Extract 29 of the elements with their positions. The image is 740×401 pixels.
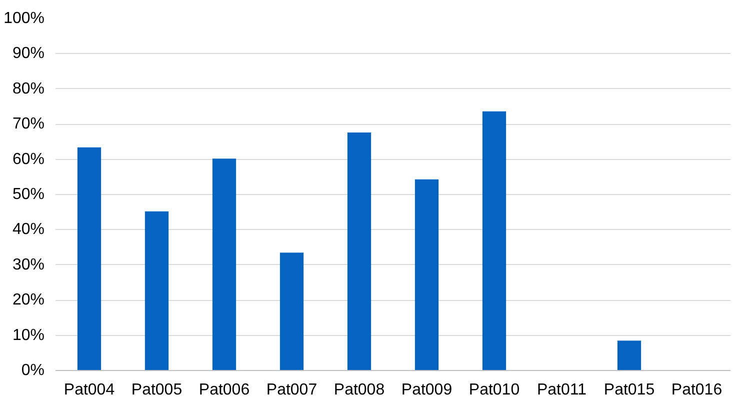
y-tick-label: 0%: [21, 362, 44, 379]
bar: [414, 179, 439, 370]
y-tick-label: 90%: [12, 45, 45, 62]
bar: [77, 147, 102, 370]
x-tick-label: Pat005: [131, 382, 182, 398]
y-tick-label: 10%: [12, 326, 45, 344]
y-tick-label: 70%: [12, 116, 45, 133]
x-tick-label: Pat016: [671, 382, 722, 398]
y-tick-label: 60%: [12, 150, 45, 168]
x-tick-label: Pat007: [266, 382, 318, 398]
x-tick-label: Pat004: [64, 382, 115, 398]
y-tick-label: 30%: [12, 256, 45, 274]
x-tick-label: Pat009: [401, 382, 452, 398]
x-tick-label: Pat008: [334, 382, 385, 398]
y-tick-label: 80%: [12, 80, 45, 98]
bar: [144, 211, 169, 370]
y-tick-label: 100%: [4, 10, 44, 27]
bar: [347, 132, 372, 370]
x-tick-label: Pat015: [604, 382, 655, 398]
bar: [212, 158, 236, 370]
bar: [617, 340, 642, 370]
x-tick-label: Pat011: [536, 382, 587, 398]
x-tick-label: Pat010: [468, 382, 520, 398]
bar: [482, 111, 506, 370]
y-tick-label: 40%: [12, 221, 45, 238]
bar: [280, 252, 304, 370]
x-tick-label: Pat006: [198, 382, 250, 398]
y-tick-label: 20%: [12, 292, 45, 309]
y-tick-label: 50%: [12, 186, 45, 203]
